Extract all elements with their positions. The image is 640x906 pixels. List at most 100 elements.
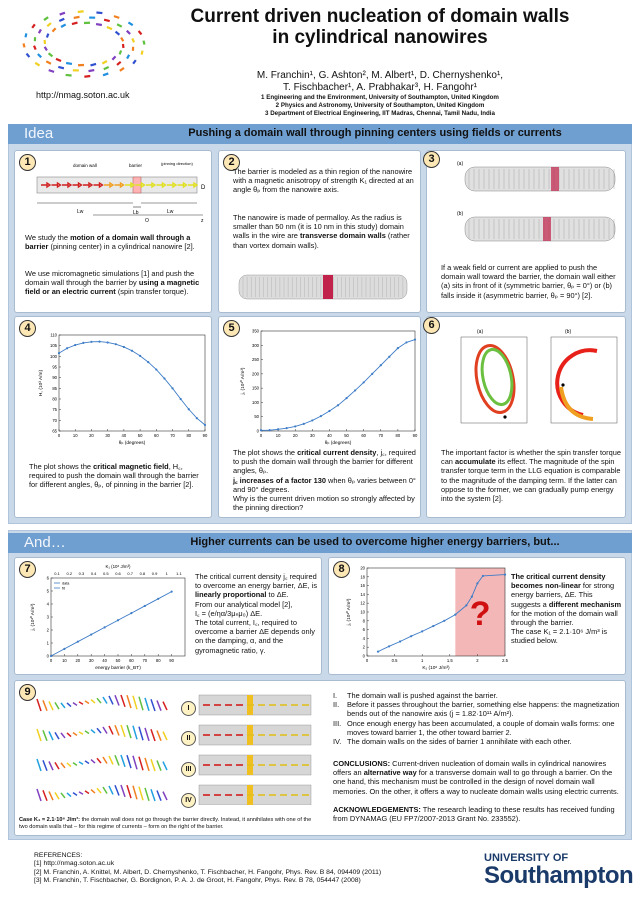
legend-entry: fit	[62, 587, 66, 591]
legend-entry: data	[62, 582, 70, 586]
magnetization-arrow	[45, 60, 52, 65]
series-line	[50, 591, 172, 657]
box-number: 1	[19, 154, 36, 171]
spin-arrow	[84, 790, 90, 795]
spin-arrow	[120, 724, 126, 738]
nanowire-logo-graphic	[22, 10, 146, 78]
y-tick-label: 100	[252, 400, 260, 405]
spin-arrow	[78, 761, 84, 765]
top-tick-label: 0.3	[79, 571, 85, 576]
label-Lb: Lb	[133, 210, 139, 216]
box-9: 9 I II III IV Case K₁ = 2.1·10⁶ J/m³: th…	[14, 680, 626, 836]
series-line	[260, 339, 416, 431]
linear-current-chart: 0 10 20 30 40 50 60 70 80 90 0 1 2 3 4 5 6 energy barrier…	[29, 564, 186, 670]
x-tick-label: 30	[89, 658, 94, 663]
box-3: 3 (a) (b) If a weak field or current are…	[423, 150, 626, 313]
spin-arrow	[132, 785, 138, 800]
spin-arrow	[36, 758, 42, 772]
x-tick-label: 1.5	[447, 658, 453, 663]
magnetization-arrow	[104, 181, 115, 189]
top-tick-label: 0.8	[140, 571, 146, 576]
data-point	[203, 423, 207, 427]
nanowire-mesh-image	[238, 274, 408, 300]
spin-arrow	[72, 792, 78, 796]
barrier-schematic: domain wall barrier (pinning direction) …	[36, 161, 206, 223]
spin-arrow	[162, 761, 168, 771]
data-point	[74, 343, 77, 347]
data-point	[396, 347, 399, 350]
nanowire-slice	[198, 694, 312, 716]
spin-arrow	[126, 694, 132, 709]
x-tick-label: 60	[129, 658, 134, 663]
box6-text: The important factor is whether the spin…	[441, 448, 621, 504]
y-tick-label: 350	[252, 329, 260, 334]
label-pinning: (pinning direction)	[161, 161, 193, 166]
data-point	[63, 647, 66, 650]
x-tick-label: 20	[89, 433, 94, 438]
header-url[interactable]: http://nmag.soton.ac.uk	[36, 90, 130, 100]
magnetization-arrow	[140, 50, 144, 55]
x-tick-label: 90	[203, 433, 208, 438]
box-number: 5	[223, 320, 240, 337]
spin-arrow	[162, 791, 168, 801]
spin-arrow	[108, 725, 114, 735]
x-tick-label: 80	[396, 433, 401, 438]
spin-arrow	[108, 695, 114, 705]
label-domain-wall: domain wall	[73, 163, 97, 168]
data-point	[481, 574, 485, 578]
highlight-region	[455, 568, 505, 656]
data-point	[76, 640, 79, 643]
magnetization-arrow	[58, 65, 65, 70]
reference-item[interactable]: [1] http://nmag.soton.ac.uk	[34, 860, 115, 868]
data-point	[49, 654, 53, 658]
magnetization-arrow	[33, 45, 37, 50]
section-tag: Idea	[24, 125, 54, 142]
data-point	[328, 409, 331, 413]
plot-frame	[50, 577, 186, 657]
spin-arrow	[42, 730, 48, 742]
spin-arrow	[48, 701, 54, 711]
label-z: z	[201, 218, 204, 223]
magnetization-arrow	[47, 52, 54, 58]
spin-arrow	[66, 792, 72, 798]
spin-arrow	[150, 788, 156, 802]
x-tick-label: 10	[62, 658, 67, 663]
spin-arrow	[36, 788, 42, 802]
magnetization-arrow	[51, 27, 57, 33]
spin-arrow	[90, 788, 96, 794]
nanowire	[464, 166, 616, 192]
spin-arrow	[114, 725, 120, 736]
y-axis-label: j꜀ (10¹⁰ A/m²)	[29, 603, 36, 631]
magnetization-arrow	[65, 61, 73, 66]
magnetization-arrow	[113, 15, 120, 19]
logo-line1: UNIVERSITY OF	[484, 852, 569, 864]
magnetization-arrow	[101, 60, 108, 65]
magnetization-arrow	[45, 33, 50, 38]
x-tick-label: 70	[378, 433, 383, 438]
magnetization-arrow	[59, 11, 66, 16]
spin-arrow	[126, 784, 132, 799]
magnetization-arrow	[142, 40, 146, 45]
magnetization-arrow	[55, 57, 62, 63]
magnetization-arrow	[24, 33, 28, 38]
references: REFERENCES: [1] http://nmag.soton.ac.uk …	[34, 852, 382, 885]
data-point	[170, 590, 173, 593]
y-axis-label: j꜀ (10¹⁰ A/m²)	[239, 367, 246, 395]
spin-arrow	[96, 757, 102, 764]
magnetization-arrow	[31, 23, 36, 29]
label-D: D	[201, 185, 206, 191]
series-line	[58, 341, 206, 426]
y-tick-label: 18	[360, 574, 365, 579]
y-tick-label: 0	[363, 654, 366, 659]
box-number: 3	[423, 151, 440, 168]
data-point	[103, 626, 106, 629]
spin-arrow	[96, 787, 102, 794]
label-a: (a)	[477, 329, 483, 335]
spin-arrow	[78, 791, 84, 795]
x-axis-label: θₚ (degrees)	[325, 440, 352, 445]
plot-frame	[58, 334, 206, 432]
spin-arrow	[84, 760, 90, 765]
label-O: O	[145, 218, 149, 223]
y-tick-label: 3	[47, 615, 50, 620]
x-tick-label: 0	[260, 433, 263, 438]
